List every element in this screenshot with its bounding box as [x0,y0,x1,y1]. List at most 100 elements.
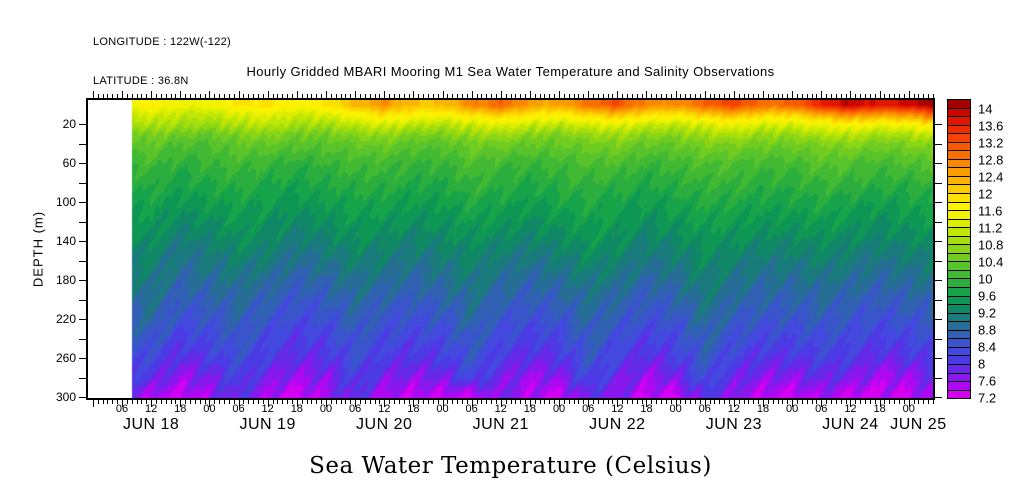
axis-tick [535,400,536,404]
axis-tick [680,94,681,98]
colorbar-segment [948,125,970,135]
axis-tick [515,400,516,404]
axis-tick [846,94,847,98]
colorbar-tick-label: 9.2 [978,305,997,321]
axis-tick [676,91,677,98]
axis-tick [700,94,701,98]
axis-tick [501,91,502,98]
colorbar-segment [948,228,970,237]
axis-tick [287,94,288,98]
axis-tick [234,400,235,404]
axis-tick [574,400,575,404]
axis-tick [846,400,847,404]
axis-tick [642,400,643,404]
colorbar-segment [948,219,970,229]
axis-tick [690,94,691,98]
axis-tick [141,94,142,98]
axis-tick [836,400,837,404]
axis-tick [413,400,414,407]
x-tick-label: 00 [319,403,333,415]
x-tick-label: 18 [407,403,420,415]
axis-tick [190,94,191,98]
axis-tick [520,94,521,98]
axis-tick [384,91,385,98]
axis-tick [443,400,444,407]
axis-tick [627,94,628,98]
axis-tick [379,94,380,98]
colorbar-tick-label: 14 [978,101,993,116]
axis-tick [307,400,308,404]
axis-tick [506,94,507,98]
axis-tick [909,91,910,98]
axis-tick [739,400,740,404]
colorbar-segment [948,236,970,246]
axis-tick [569,94,570,98]
axis-tick [914,94,915,98]
axis-tick [239,91,240,98]
axis-tick [331,94,332,98]
axis-tick [622,400,623,404]
axis-tick [161,400,162,404]
axis-tick [477,400,478,404]
colorbar-segment [948,382,970,391]
axis-tick [511,400,512,404]
axis-tick [889,94,890,98]
axis-tick [171,94,172,98]
axis-tick [632,400,633,404]
axis-tick [544,94,545,98]
axis-tick [79,319,86,320]
axis-tick [710,94,711,98]
axis-tick [341,94,342,98]
axis-tick [554,94,555,98]
axis-tick [797,94,798,98]
axis-tick [263,400,264,404]
x-tick-label: 00 [902,403,915,415]
axis-tick [311,400,312,404]
axis-tick [273,400,274,404]
axis-tick [209,91,210,98]
axis-tick [928,94,929,98]
colorbar-segment [948,288,970,297]
axis-tick [894,400,895,404]
axis-tick [477,94,478,98]
axis-tick [268,91,269,98]
axis-tick [935,202,942,203]
axis-tick [520,400,521,404]
axis-tick [763,91,764,98]
axis-tick [180,400,181,407]
axis-tick [418,94,419,98]
axis-tick [341,400,342,404]
axis-tick [554,400,555,404]
axis-tick [807,94,808,98]
axis-tick [146,94,147,98]
colorbar-tick-label: 13.6 [978,118,1004,134]
axis-tick [277,400,278,404]
axis-tick [870,400,871,404]
axis-tick [661,400,662,404]
axis-tick [282,400,283,404]
axis-tick [316,400,317,404]
axis-tick [205,400,206,404]
axis-tick [578,400,579,404]
axis-tick [219,94,220,98]
axis-tick [821,91,822,98]
axis-tick [496,94,497,98]
axis-tick [481,94,482,98]
colorbar-segment [948,356,970,365]
axis-tick [282,94,283,98]
axis-tick [782,400,783,404]
axis-tick [914,400,915,404]
axis-tick [855,400,856,404]
chart-title: Hourly Gridded MBARI Mooring M1 Sea Wate… [246,64,775,79]
axis-tick [481,400,482,404]
axis-tick [894,94,895,98]
axis-tick [676,400,677,407]
axis-tick [375,94,376,98]
axis-tick [685,400,686,404]
axis-tick [229,94,230,98]
axis-tick [360,94,361,98]
axis-tick [909,400,910,407]
colorbar-tick-label: 10.4 [978,254,1004,270]
axis-tick [525,400,526,404]
axis-tick [287,400,288,404]
